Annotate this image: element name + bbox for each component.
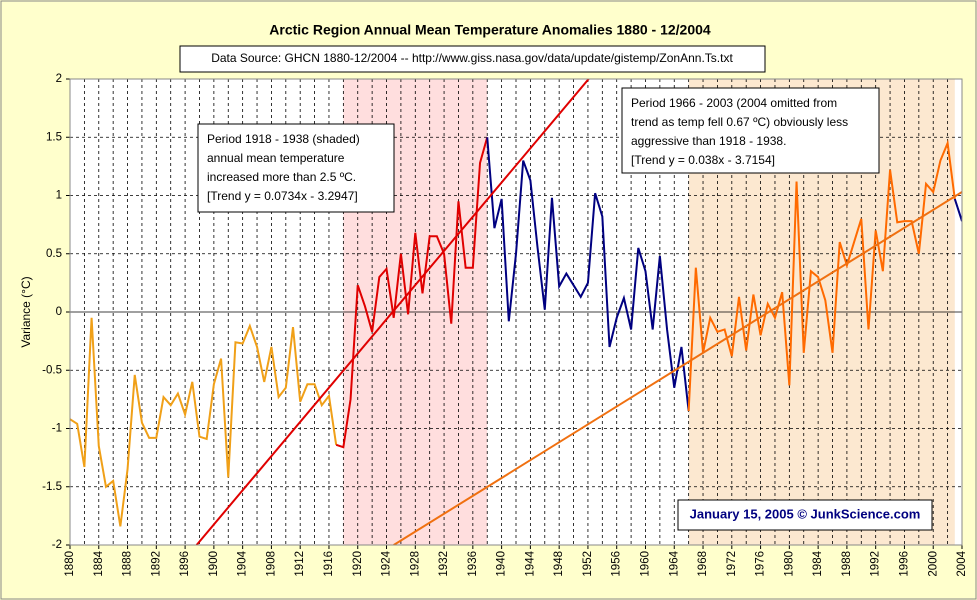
annotation-line: Period 1966 - 2003 (2004 omitted from [631, 96, 837, 110]
plot-border [69, 78, 963, 546]
series-line [486, 137, 690, 412]
x-tick-label: 2000 [927, 551, 939, 577]
x-tick-label: 1996 [898, 551, 910, 577]
y-tick-label: 1.5 [46, 131, 62, 143]
series-line [953, 198, 962, 222]
x-tick-label: 1936 [467, 551, 479, 577]
chart-subtitle: Data Source: GHCN 1880-12/2004 -- http:/… [211, 51, 733, 65]
x-tick-label: 1944 [524, 550, 536, 576]
credit: January 15, 2005 © JunkScience.com [690, 506, 921, 521]
y-tick-label: -1 [52, 423, 62, 435]
series-line [393, 191, 962, 545]
subtitle-box [179, 45, 766, 73]
x-tick-label: 1880 [64, 551, 76, 577]
x-tick-label: 1928 [409, 551, 421, 577]
series-line [70, 317, 338, 527]
x-tick-label: 1932 [438, 551, 450, 577]
annotation-line: trend as temp fell 0.67 ºC) obviously le… [631, 115, 848, 129]
x-tick-label: 1972 [726, 551, 738, 577]
y-tick-label: 0 [56, 306, 62, 318]
annotation-line: [Trend y = 0.038x - 3.7154] [631, 153, 775, 167]
x-tick-label: 1956 [611, 551, 623, 577]
x-tick-label: 1988 [841, 551, 853, 577]
y-tick-label: 2 [56, 73, 62, 85]
y-tick-label: 0.5 [46, 248, 62, 260]
x-tick-label: 1976 [755, 551, 767, 577]
y-tick-label: -1.5 [42, 481, 62, 493]
x-tick-label: 1992 [870, 551, 882, 577]
x-tick-label: 1920 [352, 551, 364, 577]
y-tick-label: -2 [52, 539, 62, 551]
y-axis-label: Variance (°C) [19, 276, 33, 347]
annotation-line: [Trend y = 0.0734x - 3.2947] [207, 189, 358, 203]
chart-title: Arctic Region Annual Mean Temperature An… [269, 22, 711, 38]
x-tick-label: 1904 [237, 550, 249, 576]
x-tick-label: 1940 [496, 551, 508, 577]
annotation-line: aggressive than 1918 - 1938. [631, 134, 786, 148]
x-tick-label: 2004 [956, 550, 968, 576]
x-tick-label: 1912 [294, 551, 306, 577]
x-tick-label: 1900 [208, 551, 220, 577]
x-tick-label: 1948 [553, 551, 565, 577]
x-tick-label: 1980 [783, 551, 795, 577]
annotation-line: increased more than 2.5 ºC. [207, 170, 356, 184]
x-tick-label: 1924 [381, 550, 393, 576]
x-tick-label: 1888 [122, 551, 134, 577]
x-tick-label: 1908 [265, 551, 277, 577]
series-line [687, 139, 956, 412]
x-tick-label: 1960 [640, 551, 652, 577]
x-tick-label: 1916 [323, 551, 335, 577]
x-tick-label: 1892 [150, 551, 162, 577]
annotation-line: annual mean temperature [207, 151, 345, 165]
x-tick-label: 1884 [93, 550, 105, 576]
x-tick-label: 1964 [668, 550, 680, 576]
y-tick-label: 1 [56, 190, 62, 202]
x-tick-label: 1984 [812, 550, 824, 576]
annotation-box [621, 87, 880, 174]
x-tick-label: 1896 [179, 551, 191, 577]
series-line [335, 136, 489, 449]
x-tick-label: 1968 [697, 551, 709, 577]
x-tick-label: 1952 [582, 551, 594, 577]
series-line [195, 79, 590, 545]
credit-box [677, 499, 933, 531]
y-tick-label: -0.5 [42, 364, 62, 376]
annotation-box [197, 123, 395, 213]
annotation-line: Period 1918 - 1938 (shaded) [207, 132, 360, 146]
